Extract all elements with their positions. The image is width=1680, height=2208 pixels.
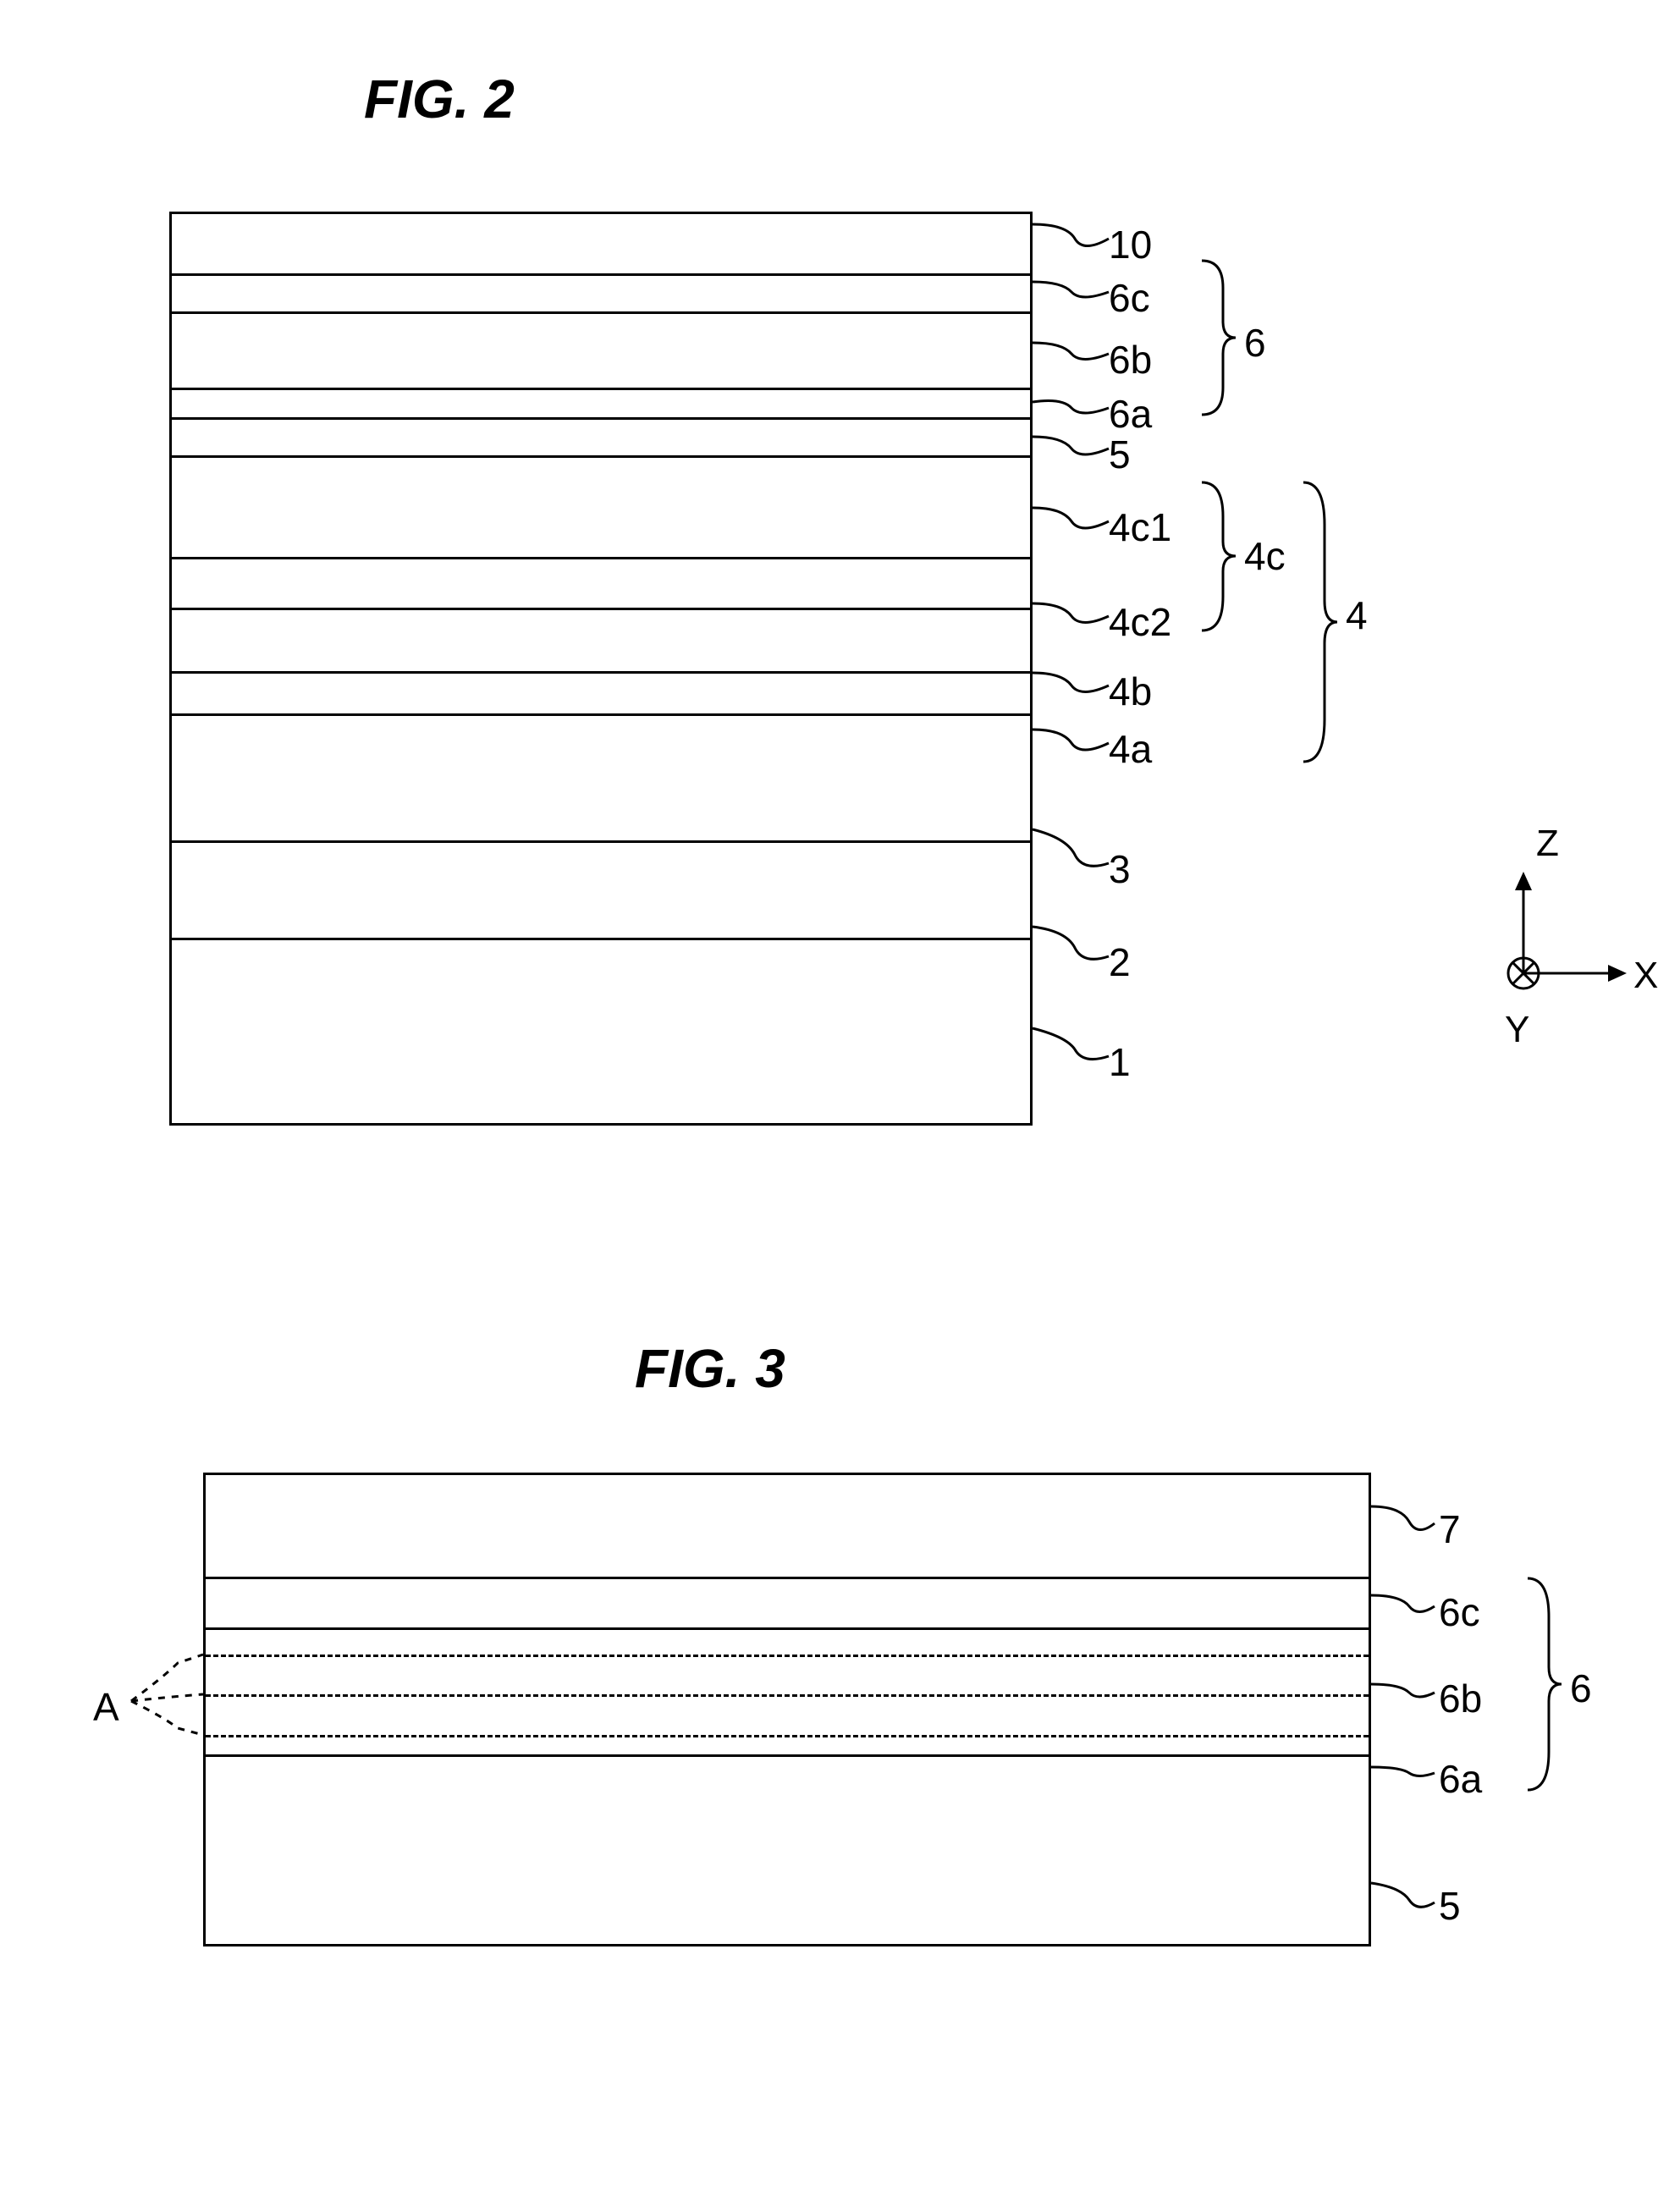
fig2-group-4: 4 [1346,592,1368,638]
fig2-axes [1439,829,1659,1083]
fig2-group-6: 6 [1244,320,1266,366]
fig3-label-7: 7 [1439,1506,1461,1552]
fig3-leads [0,1439,1680,1989]
fig3-title: FIG. 3 [635,1337,785,1400]
fig2-braces [0,0,1680,1185]
fig3-label-6c: 6c [1439,1589,1480,1635]
fig2-axis-x: X [1633,955,1658,997]
fig2-axis-z: Z [1536,823,1559,865]
fig3-label-5: 5 [1439,1883,1461,1929]
fig3-label-6a: 6a [1439,1756,1482,1802]
fig3-group-6: 6 [1570,1666,1592,1711]
fig3-label-6b: 6b [1439,1676,1482,1721]
fig2-axis-y: Y [1505,1009,1529,1051]
fig2-group-4c: 4c [1244,533,1286,579]
fig3-label-A: A [93,1684,119,1730]
